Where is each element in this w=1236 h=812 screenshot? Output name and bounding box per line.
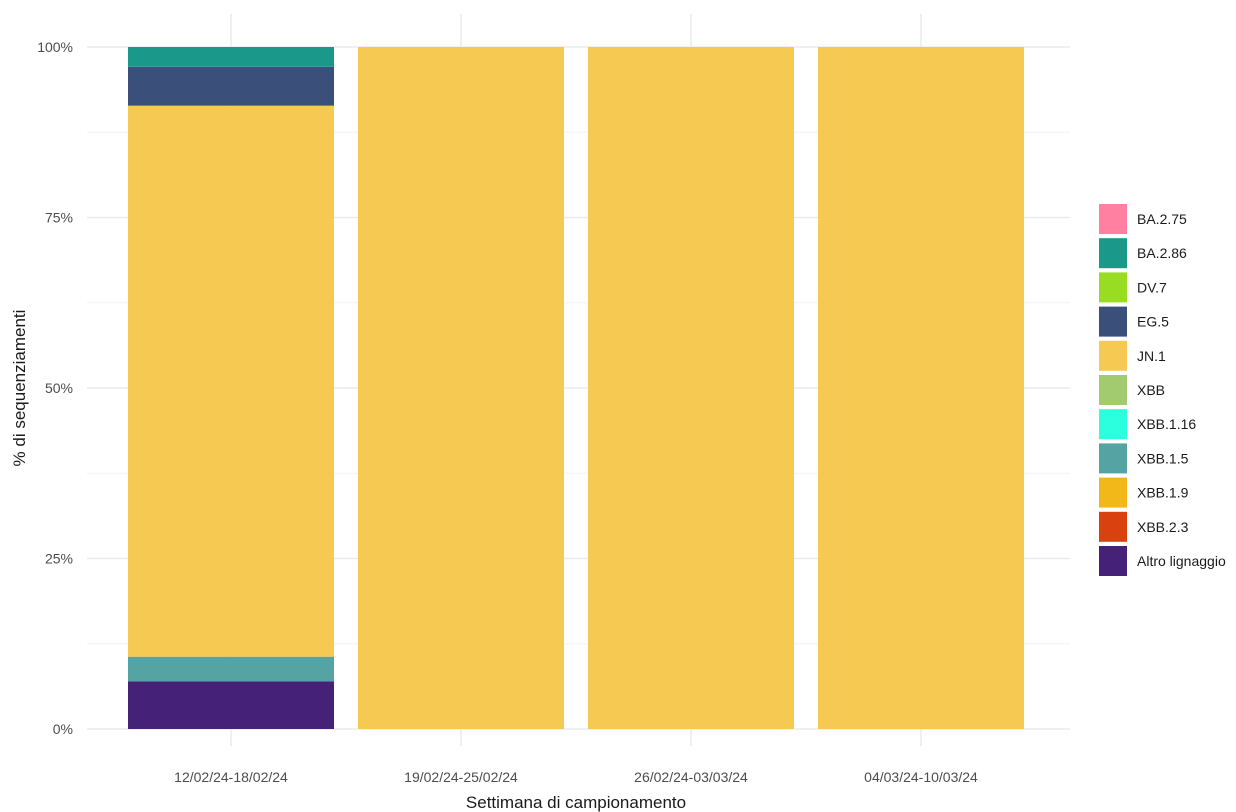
y-axis-title: % di sequenziamenti <box>10 310 29 467</box>
legend-swatch <box>1099 375 1127 405</box>
x-tick-label: 04/03/24-10/03/24 <box>864 769 978 785</box>
bar-segment-eg-5 <box>128 66 334 106</box>
legend-label: XBB <box>1137 382 1165 398</box>
bar-segment-jn-1 <box>818 47 1024 729</box>
legend-swatch <box>1099 409 1127 440</box>
y-tick-label: 50% <box>45 380 73 396</box>
legend-label: EG.5 <box>1137 314 1169 330</box>
bar-segment-altro-lignaggio <box>128 681 334 729</box>
x-tick-label: 19/02/24-25/02/24 <box>404 769 518 785</box>
legend-label: XBB.1.9 <box>1137 485 1189 501</box>
bar-segment-jn-1 <box>588 47 794 729</box>
y-axis-ticks: 0% 25% 50% 75% 100% <box>37 39 73 737</box>
x-tick-label: 12/02/24-18/02/24 <box>174 769 288 785</box>
legend-label: BA.2.86 <box>1137 245 1187 261</box>
legend-swatch <box>1099 443 1127 474</box>
legend-swatch <box>1099 477 1127 508</box>
bar-segment-xbb-1-5 <box>128 656 334 682</box>
y-tick-label: 100% <box>37 39 73 55</box>
legend-label: XBB.1.16 <box>1137 416 1196 432</box>
legend-swatch <box>1099 511 1127 542</box>
legend-label: Altro lignaggio <box>1137 553 1226 569</box>
bar-segment-jn-1 <box>358 47 564 729</box>
legend-label: BA.2.75 <box>1137 211 1187 227</box>
x-axis-title: Settimana di campionamento <box>466 793 686 812</box>
y-tick-label: 25% <box>45 551 73 567</box>
legend-swatch <box>1099 272 1127 303</box>
legend-label: DV.7 <box>1137 279 1167 295</box>
legend-swatch <box>1099 546 1127 576</box>
bar-segment-jn-1 <box>128 105 334 657</box>
legend-label: XBB.1.5 <box>1137 450 1189 466</box>
legend-swatch <box>1099 306 1127 337</box>
y-tick-label: 75% <box>45 210 73 226</box>
legend-label: JN.1 <box>1137 348 1166 364</box>
y-tick-label: 0% <box>53 721 73 737</box>
legend: BA.2.75 BA.2.86 DV.7 EG.5 JN.1 XBB XBB.1.16 XBB… <box>1099 204 1226 576</box>
legend-swatch <box>1099 204 1127 234</box>
x-tick-label: 26/02/24-03/03/24 <box>634 769 748 785</box>
bars-group <box>128 47 1024 729</box>
legend-swatch <box>1099 238 1127 269</box>
x-axis-ticks: 12/02/24-18/02/24 19/02/24-25/02/24 26/02/… <box>174 769 978 785</box>
legend-swatch <box>1099 340 1127 371</box>
bar-segment-ba-2-86 <box>128 47 334 67</box>
legend-label: XBB.2.3 <box>1137 519 1189 535</box>
